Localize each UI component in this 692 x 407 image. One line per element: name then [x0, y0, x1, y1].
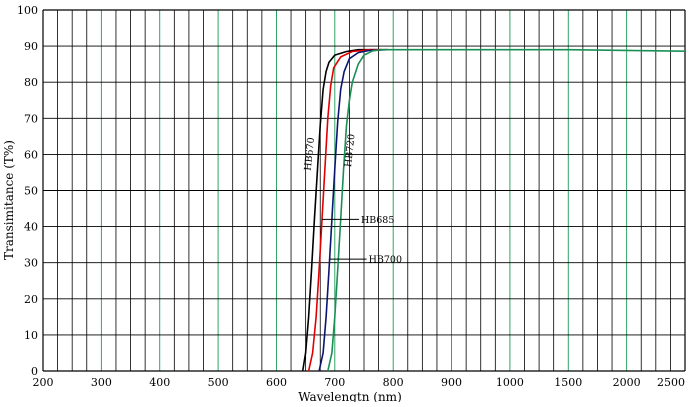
y-tick-label: 0	[31, 365, 38, 378]
y-tick-label: 70	[24, 112, 38, 125]
y-tick-label: 60	[24, 148, 38, 161]
x-tick-label: 300	[91, 376, 112, 389]
series-labels: HB670 HB720 HB685 HB700	[303, 133, 402, 265]
x-tick-label: 700	[324, 376, 345, 389]
x-axis-title: Wavelengtn (nm)	[298, 390, 402, 402]
y-tick-label: 40	[24, 221, 38, 234]
y-tick-label: 90	[24, 40, 38, 53]
y-tick-label: 100	[17, 4, 38, 17]
series-label-hb700: HB700	[369, 255, 402, 266]
x-tick-label: 1500	[554, 376, 582, 389]
y-axis-title: Transimitance (T%)	[2, 140, 16, 260]
series-line	[318, 48, 388, 372]
grid	[42, 9, 686, 372]
x-tick-label: 600	[266, 376, 287, 389]
y-tick-label: 50	[24, 185, 38, 198]
x-tick-label: 900	[441, 376, 462, 389]
series-line	[301, 48, 382, 372]
y-tick-label: 10	[24, 329, 38, 342]
x-tick-label: 500	[208, 376, 229, 389]
tick-labels: 0 10 20 30 40 50 60 70 80 90 100 200 300 400 500 600 700…	[17, 4, 685, 389]
x-tick-label: 2000	[613, 376, 641, 389]
series-label-hb685: HB685	[361, 215, 394, 226]
x-tick-label: 2500	[657, 376, 685, 389]
x-tick-label: 1000	[496, 376, 524, 389]
x-tick-label: 800	[383, 376, 404, 389]
series-label-hb720: HB720	[343, 133, 357, 167]
y-tick-label: 30	[24, 257, 38, 270]
series-line	[307, 48, 388, 372]
x-tick-label: 400	[149, 376, 170, 389]
series-group	[301, 48, 686, 372]
y-tick-label: 20	[24, 293, 38, 306]
x-tick-label: 200	[33, 376, 54, 389]
series-label-hb670: HB670	[303, 137, 317, 171]
series-line	[327, 48, 686, 372]
y-tick-label: 80	[24, 76, 38, 89]
